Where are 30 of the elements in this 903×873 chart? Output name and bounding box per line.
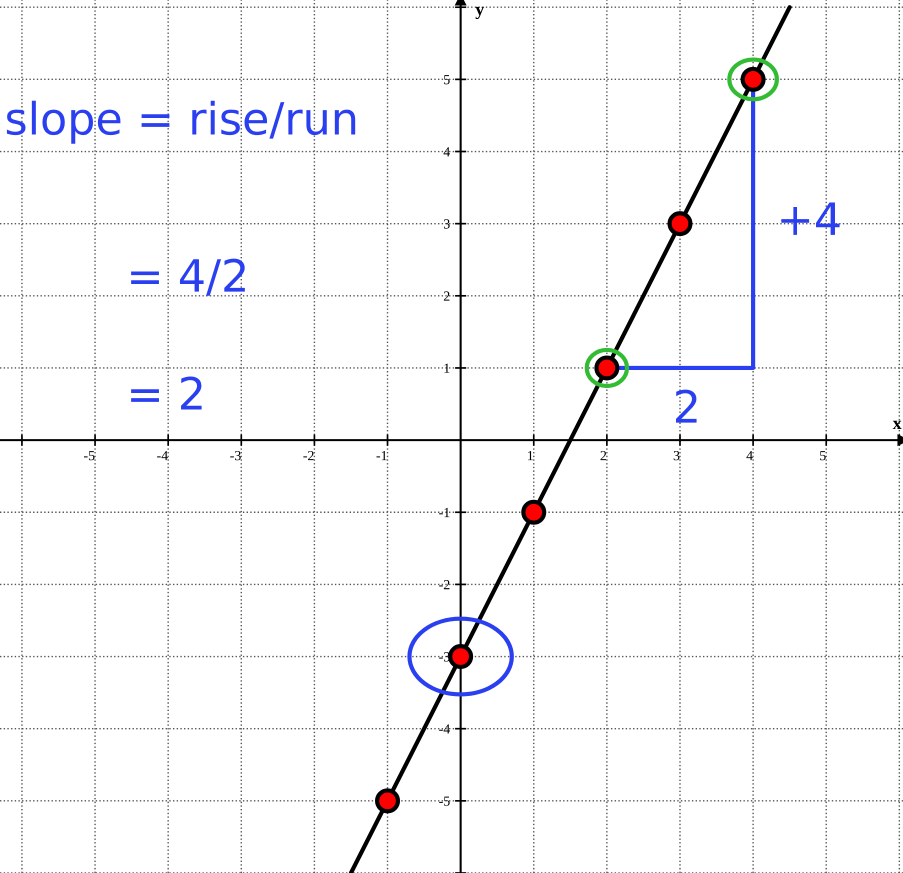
x-tick-label: 5 xyxy=(820,451,826,460)
point xyxy=(667,211,692,236)
annotation: = 2 xyxy=(131,376,202,410)
y-tick-label: -2 xyxy=(439,580,450,590)
annotation: = 4/2 xyxy=(131,258,245,296)
x-tick-label: -4 xyxy=(157,451,168,460)
y-tick-label: 1 xyxy=(444,364,450,373)
x-tick-label: -1 xyxy=(376,450,387,460)
y-tick-label: 2 xyxy=(444,291,450,301)
annotation: slope = rise/run xyxy=(6,100,356,144)
annotation: +4 xyxy=(781,202,840,235)
x-tick-label: 3 xyxy=(674,450,680,460)
annotation: 2 xyxy=(676,390,697,423)
x-tick-label: -2 xyxy=(303,450,314,460)
x-tick-label: 4 xyxy=(746,451,753,460)
y-tick-label: 4 xyxy=(444,147,450,156)
x-tick-label: -5 xyxy=(84,451,95,460)
point xyxy=(521,500,546,525)
y-tick-label: -4 xyxy=(439,724,450,734)
x-tick-label: 1 xyxy=(528,450,533,460)
y-tick-label: -1 xyxy=(439,508,450,518)
y-axis-title: y xyxy=(475,6,484,20)
point xyxy=(448,644,474,670)
x-tick-label: 2 xyxy=(600,450,606,460)
y-tick-label: 3 xyxy=(444,219,450,229)
y-tick-label: 5 xyxy=(444,75,450,84)
x-axis-title: x xyxy=(892,420,902,430)
x-tick-label: -3 xyxy=(230,450,241,460)
point xyxy=(375,788,400,814)
y-tick-label: -5 xyxy=(439,796,450,806)
